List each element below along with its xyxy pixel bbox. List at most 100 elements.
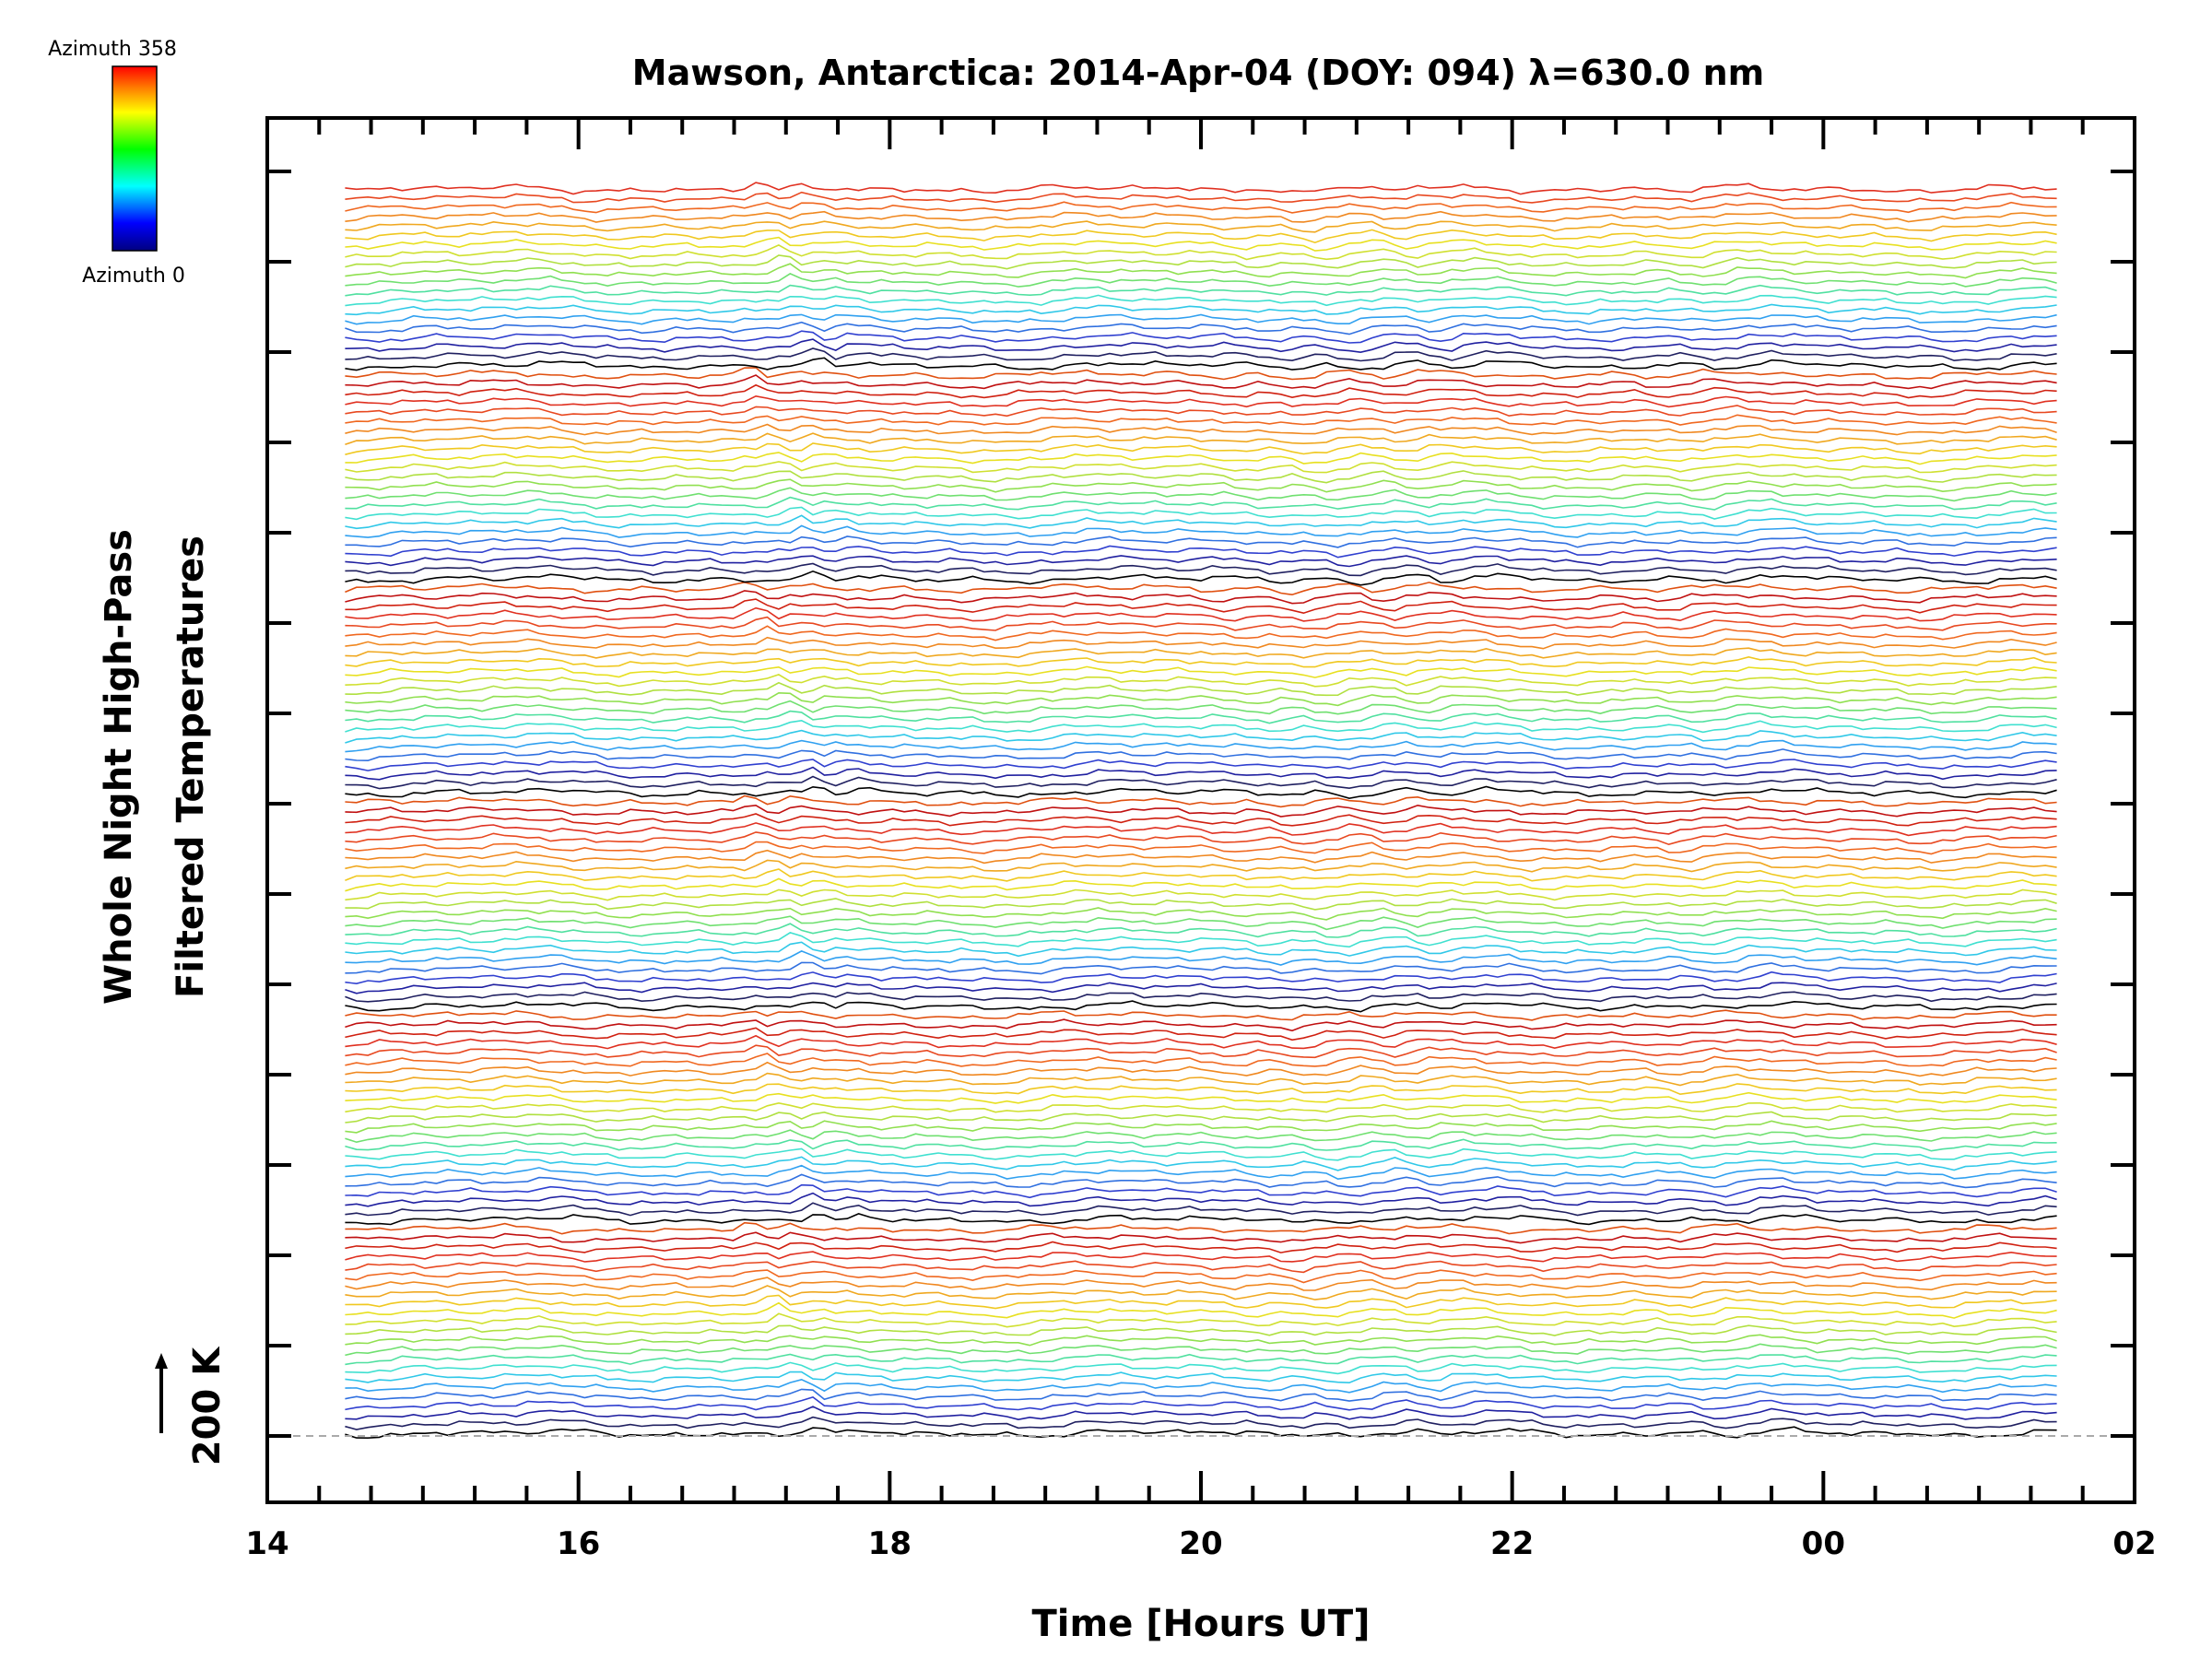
temperature-trace: [345, 971, 2057, 985]
temperature-trace: [345, 294, 2057, 307]
temperature-trace: [345, 991, 2057, 1003]
scale-arrow-head: [155, 1353, 168, 1369]
temperature-trace: [345, 785, 2057, 800]
colorbar: [112, 65, 158, 252]
temperature-trace: [345, 766, 2057, 781]
temperature-trace: [345, 636, 2057, 650]
temperature-trace: [345, 1164, 2057, 1181]
temperature-trace: [345, 590, 2057, 605]
trace-stack: [345, 182, 2057, 1440]
temperature-trace: [345, 555, 2057, 568]
temperature-trace: [345, 423, 2057, 436]
temperature-trace: [345, 229, 2057, 244]
x-tick-labels: 14 16 18 20 22 00 02: [245, 1525, 2156, 1562]
temperature-trace: [345, 313, 2057, 325]
temperature-trace: [345, 182, 2057, 195]
temperature-trace: [345, 1251, 2057, 1263]
temperature-trace: [345, 1061, 2057, 1077]
temperature-trace: [345, 1072, 2057, 1087]
temperature-trace: [345, 950, 2057, 966]
temperature-trace: [345, 598, 2057, 615]
temperature-trace: [345, 961, 2057, 975]
temperature-trace: [345, 1353, 2057, 1366]
temperature-trace: [345, 347, 2057, 362]
temperature-trace: [345, 461, 2057, 474]
temperature-trace: [345, 545, 2057, 559]
temperature-trace: [345, 907, 2057, 921]
temperature-trace: [345, 719, 2057, 734]
temperature-trace: [345, 868, 2057, 882]
temperature-trace: [345, 1221, 2057, 1235]
temperature-trace: [345, 321, 2057, 335]
temperature-trace: [345, 244, 2057, 261]
temperature-trace: [345, 710, 2057, 724]
temperature-trace: [345, 581, 2057, 596]
temperature-trace: [345, 514, 2057, 530]
temperature-trace: [345, 1156, 2057, 1171]
temperature-trace: [345, 1009, 2057, 1021]
temperature-trace: [345, 1173, 2057, 1189]
temperature-trace: [345, 1202, 2057, 1217]
temperature-trace: [345, 1183, 2057, 1199]
temperature-trace: [345, 729, 2057, 744]
temperature-trace: [345, 236, 2057, 252]
temperature-trace: [345, 1101, 2057, 1113]
x-tick-label: 16: [557, 1525, 600, 1562]
x-tick-label: 14: [245, 1525, 288, 1562]
temperature-trace: [345, 383, 2057, 399]
temperature-trace: [345, 1301, 2057, 1319]
temperature-trace: [345, 201, 2057, 214]
x-tick-label: 18: [868, 1525, 912, 1562]
temperature-trace: [345, 1406, 2057, 1421]
temperature-trace: [345, 606, 2057, 622]
temperature-trace: [345, 898, 2057, 911]
temperature-trace: [345, 1396, 2057, 1411]
temperature-trace: [345, 1371, 2057, 1384]
temperature-trace: [345, 1416, 2057, 1430]
temperature-trace: [345, 691, 2057, 707]
temperature-trace: [345, 1120, 2057, 1134]
temperature-trace: [345, 1111, 2057, 1124]
temperature-trace: [345, 1294, 2057, 1310]
temperature-trace: [345, 681, 2057, 697]
temperature-trace: [345, 923, 2057, 938]
temperature-trace: [345, 254, 2057, 270]
y-axis-title-line1: Whole Night High-Pass: [98, 529, 140, 1005]
temperature-trace: [345, 191, 2057, 204]
temperature-trace: [345, 616, 2057, 631]
temperature-trace: [345, 496, 2057, 511]
temperature-trace: [345, 570, 2057, 586]
temperature-trace: [345, 1231, 2057, 1244]
temperature-trace: [345, 831, 2057, 846]
temperature-trace: [345, 1129, 2057, 1144]
temperature-trace: [345, 941, 2057, 958]
temperature-trace: [345, 272, 2057, 288]
temperature-trace: [345, 1138, 2057, 1152]
temperature-trace: [345, 452, 2057, 465]
temperature-trace: [345, 982, 2057, 994]
temperature-trace: [345, 414, 2057, 426]
x-tick-label: 02: [2112, 1525, 2156, 1562]
temperature-trace: [345, 1312, 2057, 1328]
temperature-trace: [345, 1213, 2057, 1226]
temperature-trace: [345, 915, 2057, 931]
x-tick-label: 00: [1802, 1525, 1845, 1562]
temperature-trace: [345, 535, 2057, 548]
temperature-trace: [345, 394, 2057, 408]
x-tick-label: 20: [1179, 1525, 1222, 1562]
temperature-trace: [345, 841, 2057, 855]
temperature-trace: [345, 330, 2057, 344]
temperature-trace: [345, 1034, 2057, 1050]
temperature-trace: [345, 1044, 2057, 1059]
x-axis-title: Time [Hours UT]: [1032, 1603, 1371, 1645]
temperature-trace: [345, 775, 2057, 790]
temperature-trace: [345, 1053, 2057, 1067]
temperature-trace: [345, 888, 2057, 901]
temperature-trace: [345, 210, 2057, 223]
temperature-trace: [345, 1277, 2057, 1291]
temperature-trace: [345, 478, 2057, 493]
temperature-trace: [345, 524, 2057, 538]
tick-marks: [265, 118, 2136, 1502]
temperature-trace: [345, 804, 2057, 818]
temperature-trace: [345, 1241, 2057, 1253]
